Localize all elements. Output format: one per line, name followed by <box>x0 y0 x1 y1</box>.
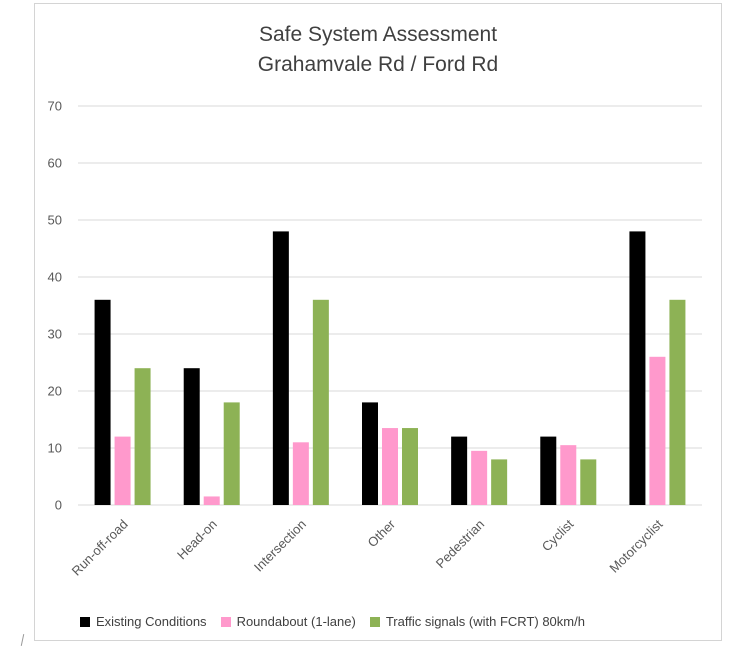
x-category-label: Other <box>365 516 399 550</box>
legend-label-roundabout: Roundabout (1-lane) <box>236 614 356 629</box>
chart-title-block: Safe System Assessment Grahamvale Rd / F… <box>34 20 722 80</box>
bar <box>382 428 398 505</box>
bar <box>94 299 111 505</box>
legend-item-signals: Traffic signals (with FCRT) 80km/h <box>369 614 585 629</box>
bar <box>669 299 686 505</box>
bar <box>540 436 557 505</box>
bar <box>402 428 418 505</box>
bar <box>491 459 508 505</box>
x-category-label: Cyclist <box>539 516 577 554</box>
bar <box>649 356 666 505</box>
y-tick-label: 20 <box>48 384 62 399</box>
legend-item-roundabout: Roundabout (1-lane) <box>220 614 356 629</box>
bar <box>183 368 200 505</box>
bar <box>451 436 468 505</box>
bar <box>203 496 220 505</box>
y-tick-label: 70 <box>48 99 62 114</box>
bar <box>362 402 378 505</box>
bar <box>471 450 488 505</box>
legend-item-existing: Existing Conditions <box>80 614 207 629</box>
y-tick-label: 0 <box>55 498 62 513</box>
legend-swatch-signals <box>369 616 380 627</box>
bar <box>629 231 646 505</box>
bar <box>292 442 309 505</box>
y-tick-label: 50 <box>48 213 62 228</box>
x-category-label: Intersection <box>251 517 309 575</box>
y-tick-label: 60 <box>48 156 62 171</box>
legend-label-signals: Traffic signals (with FCRT) 80km/h <box>385 614 585 629</box>
bar <box>312 299 329 505</box>
chart-frame <box>34 3 722 641</box>
legend-label-existing: Existing Conditions <box>96 614 207 629</box>
x-category-label: Pedestrian <box>433 517 488 572</box>
y-tick-label: 10 <box>48 441 62 456</box>
x-category-label: Motorcyclist <box>606 516 665 575</box>
y-tick-label: 40 <box>48 270 62 285</box>
bar <box>114 436 131 505</box>
legend-swatch-roundabout <box>220 616 231 627</box>
x-category-label: Run-off-road <box>69 517 131 579</box>
bar <box>560 445 577 505</box>
chart-legend: Existing Conditions Roundabout (1-lane) … <box>80 614 585 629</box>
bar <box>272 231 289 505</box>
bar <box>223 402 240 505</box>
bar <box>580 459 597 505</box>
y-tick-label: 30 <box>48 327 62 342</box>
bar <box>134 368 151 505</box>
chart-subtitle: Grahamvale Rd / Ford Rd <box>257 53 499 76</box>
chart-title: Safe System Assessment <box>258 23 498 46</box>
legend-swatch-existing <box>80 616 90 627</box>
x-category-label: Head-on <box>174 517 220 563</box>
